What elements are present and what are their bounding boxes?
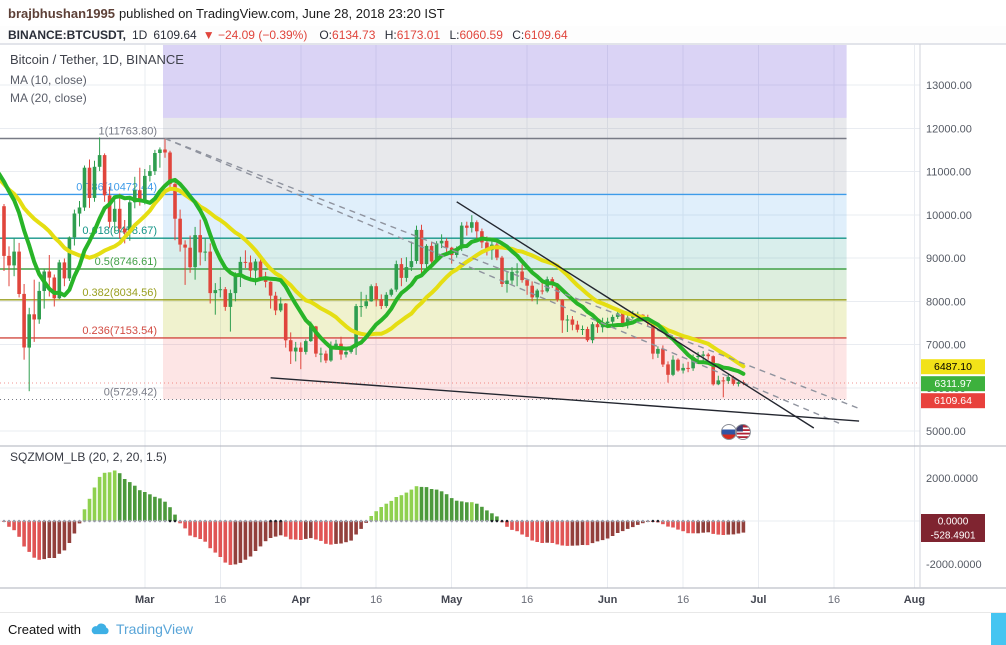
price-axis[interactable]: 13000.00 12000.00 11000.00 10000.00 9000.00 8… xyxy=(926,80,982,571)
svg-text:16: 16 xyxy=(677,594,689,606)
candlestick-layer xyxy=(2,137,746,398)
symbol-name[interactable]: BINANCE:BTCUSDT, xyxy=(8,27,126,42)
chart-canvas[interactable]: 1(11763.80)0.786(10472.44)0.618(9458.67)… xyxy=(0,44,1006,612)
svg-text:11000.00: 11000.00 xyxy=(926,167,971,179)
svg-text:Apr: Apr xyxy=(291,594,311,606)
svg-text:6487.10: 6487.10 xyxy=(934,361,972,373)
svg-text:16: 16 xyxy=(370,594,382,606)
svg-text:Aug: Aug xyxy=(904,594,925,606)
svg-text:16: 16 xyxy=(521,594,533,606)
high-value: 6173.01 xyxy=(396,27,441,42)
publish-text: published on TradingView.com, June 28, 2… xyxy=(118,5,445,21)
low-value: 6060.59 xyxy=(459,27,503,42)
open-value: 6134.73 xyxy=(332,27,376,42)
svg-text:Mar: Mar xyxy=(135,594,155,606)
low-label: L: xyxy=(449,27,460,42)
username-link[interactable]: brajbhushan1995 xyxy=(8,5,115,21)
created-with-text: Created with xyxy=(8,621,81,637)
corner-accent xyxy=(991,613,1006,645)
footer: Created with TradingView xyxy=(0,612,1006,645)
price-change: ▼ −24.09 (−0.39%) xyxy=(202,27,308,42)
high-label: H: xyxy=(384,27,397,42)
tradingview-brand-link[interactable]: TradingView xyxy=(115,621,194,637)
ohlc-values: O:6134.73 H:6173.01 L:6060.59 C:6109.64 xyxy=(313,28,567,42)
last-price: 6109.64 xyxy=(153,27,197,42)
indicator-layer xyxy=(2,470,746,565)
chart-area[interactable]: 1(11763.80) 0.786(10472.44) 0.618(9458.67)… xyxy=(0,44,1006,612)
svg-text:6311.97: 6311.97 xyxy=(934,378,971,390)
price-tags: 6487.10 6311.97 6109.64 0.0000 -528.4901 xyxy=(921,359,985,542)
open-label: O: xyxy=(319,27,333,42)
svg-text:16: 16 xyxy=(214,594,226,606)
svg-text:9000.00: 9000.00 xyxy=(926,253,966,265)
svg-text:May: May xyxy=(441,594,463,606)
publish-bar: brajbhushan1995 published on TradingView… xyxy=(0,0,1006,26)
svg-text:Jul: Jul xyxy=(751,594,767,606)
svg-text:0.382(8034.56): 0.382(8034.56) xyxy=(82,287,157,299)
svg-text:8000.00: 8000.00 xyxy=(926,296,966,308)
close-value: 6109.64 xyxy=(524,27,568,42)
time-axis[interactable]: Mar 16 Apr 16 May 16 Jun 16 Jul 16 Aug xyxy=(135,594,925,606)
indicator-title[interactable]: SQZMOM_LB (20, 2, 20, 1.5) xyxy=(10,450,167,464)
symbol-bar: BINANCE:BTCUSDT, 1D 6109.64 ▼ −24.09 (−0… xyxy=(0,26,1006,44)
svg-text:-2000.0000: -2000.0000 xyxy=(926,559,982,571)
svg-text:7000.00: 7000.00 xyxy=(926,340,966,352)
svg-text:Jun: Jun xyxy=(598,594,618,606)
trendline-layer xyxy=(0,137,920,429)
svg-text:6109.64: 6109.64 xyxy=(934,395,972,407)
ma-layer xyxy=(0,171,746,376)
grid-layer xyxy=(0,44,920,588)
fib-bands-layer xyxy=(163,44,847,400)
close-label: C: xyxy=(512,27,525,42)
svg-text:2000.0000: 2000.0000 xyxy=(926,473,978,485)
squeeze-dots-layer xyxy=(2,519,745,523)
svg-text:0.5(8746.61): 0.5(8746.61) xyxy=(95,256,157,268)
svg-text:1(11763.80): 1(11763.80) xyxy=(98,126,157,138)
separators xyxy=(0,44,1006,589)
svg-text:0(5729.42): 0(5729.42) xyxy=(104,387,157,399)
svg-text:-528.4901: -528.4901 xyxy=(930,531,975,542)
marker-layer xyxy=(720,424,751,440)
svg-text:12000.00: 12000.00 xyxy=(926,123,972,135)
svg-text:5000.00: 5000.00 xyxy=(926,426,966,438)
tradingview-logo-icon[interactable] xyxy=(89,622,111,637)
svg-text:0.236(7153.54): 0.236(7153.54) xyxy=(82,325,157,337)
svg-text:0.786(10472.44): 0.786(10472.44) xyxy=(76,181,157,193)
svg-text:0.0000: 0.0000 xyxy=(938,517,969,528)
svg-text:16: 16 xyxy=(828,594,840,606)
interval-label[interactable]: 1D xyxy=(132,27,148,42)
svg-text:10000.00: 10000.00 xyxy=(926,210,972,222)
svg-text:13000.00: 13000.00 xyxy=(926,80,972,92)
